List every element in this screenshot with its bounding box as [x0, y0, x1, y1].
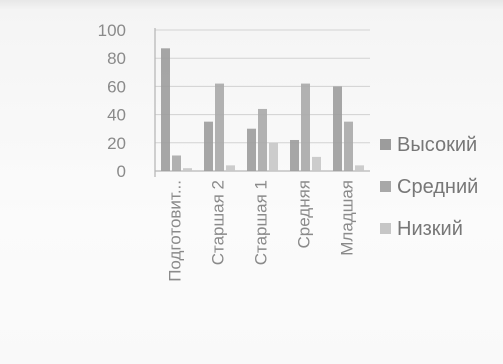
- bar-низкий: [226, 165, 235, 171]
- bar-низкий: [183, 168, 192, 171]
- bar-средний: [301, 83, 310, 171]
- bar-низкий: [312, 156, 321, 171]
- x-category-label: Подготовит...: [166, 180, 185, 282]
- y-tick-label: 40: [107, 106, 126, 125]
- bar-средний: [344, 121, 353, 171]
- bar-высокий: [204, 121, 213, 171]
- bar-высокий: [161, 48, 170, 171]
- y-tick-label: 0: [117, 162, 126, 181]
- plot-area: 100 80 60 40 20 0 Подготовит... Старшая 2 Старша…: [98, 21, 370, 282]
- bar-средний: [215, 83, 224, 171]
- y-tick-label: 20: [107, 134, 126, 153]
- x-category-label: Старшая 1: [252, 180, 271, 265]
- bar-высокий: [333, 86, 342, 171]
- y-tick-label: 60: [107, 77, 126, 96]
- bar-высокий: [247, 128, 256, 171]
- bar-низкий: [355, 165, 364, 171]
- y-tick-label: 80: [107, 49, 126, 68]
- legend-label: Средний: [397, 176, 478, 198]
- x-category-label: Старшая 2: [209, 180, 228, 265]
- bar-средний: [172, 155, 181, 171]
- legend: Высокий Средний Низкий: [380, 134, 478, 240]
- legend-swatch: [380, 181, 391, 192]
- legend-swatch: [380, 223, 391, 234]
- legend-label: Высокий: [397, 134, 477, 156]
- x-category-label: Младшая: [338, 180, 357, 256]
- legend-label: Низкий: [397, 218, 463, 240]
- x-category-label: Средняя: [295, 180, 314, 249]
- bar-высокий: [290, 139, 299, 171]
- bar-низкий: [269, 142, 278, 171]
- bar-средний: [258, 108, 267, 171]
- legend-swatch: [380, 139, 391, 150]
- top-edge: [0, 0, 503, 10]
- y-tick-label: 100: [98, 21, 126, 40]
